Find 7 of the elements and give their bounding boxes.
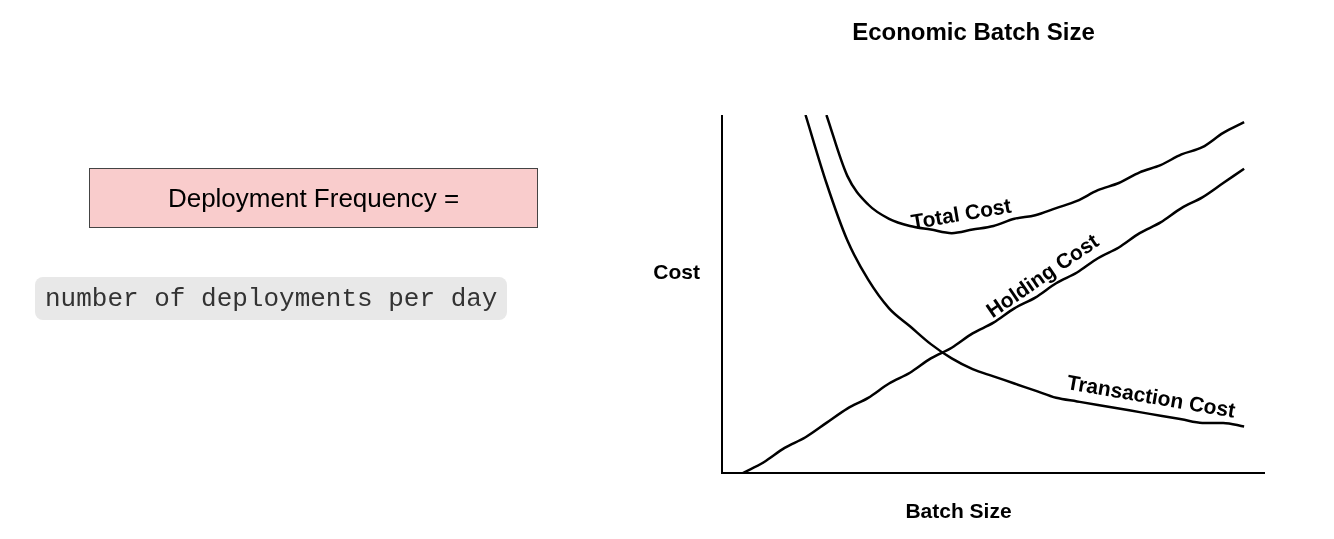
text: Deployment Frequency =: [89, 168, 538, 228]
chart-title: Economic Batch Size: [852, 17, 1095, 45]
text: Total Cost: [909, 193, 1013, 234]
x-axis-title: Batch Size: [905, 498, 1012, 522]
y-axis-title: Cost: [653, 259, 700, 283]
text: number of deployments per day: [35, 277, 508, 320]
text: Transaction Cost: [1065, 370, 1238, 422]
